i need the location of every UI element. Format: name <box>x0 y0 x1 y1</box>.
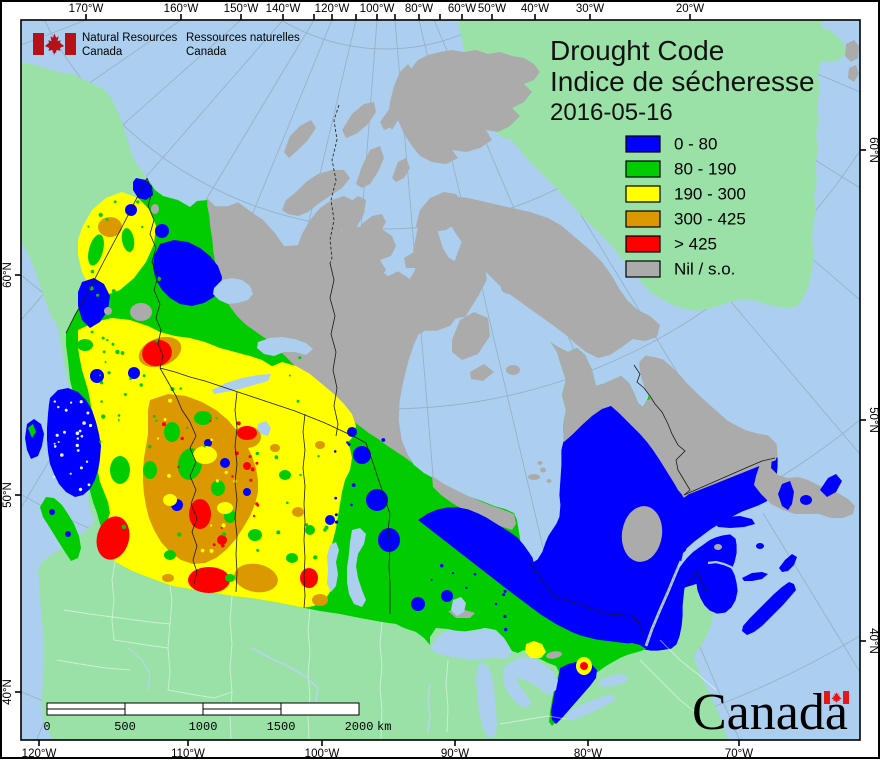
svg-text:> 425: > 425 <box>674 235 717 254</box>
svg-text:Natural Resources: Natural Resources <box>82 32 177 44</box>
svg-text:120°W: 120°W <box>315 3 350 15</box>
svg-text:70°W: 70°W <box>725 748 753 760</box>
svg-text:50°N: 50°N <box>867 407 879 433</box>
svg-text:60°W: 60°W <box>448 3 476 15</box>
svg-text:1500: 1500 <box>267 720 296 734</box>
svg-text:20°W: 20°W <box>676 3 704 15</box>
svg-text:Canada: Canada <box>692 684 848 741</box>
svg-text:60°N: 60°N <box>2 262 14 288</box>
svg-text:0: 0 <box>43 720 50 734</box>
svg-text:80°W: 80°W <box>574 748 602 760</box>
svg-text:140°W: 140°W <box>266 3 301 15</box>
svg-text:80 - 190: 80 - 190 <box>674 160 736 179</box>
svg-text:0 - 80: 0 - 80 <box>674 135 717 154</box>
svg-text:100°W: 100°W <box>360 3 395 15</box>
svg-text:40°N: 40°N <box>2 679 14 705</box>
svg-text:60°N: 60°N <box>867 137 879 163</box>
svg-text:Canada: Canada <box>82 46 123 58</box>
svg-text:110°W: 110°W <box>171 748 205 760</box>
svg-text:Indice de sécheresse: Indice de sécheresse <box>550 66 815 97</box>
svg-text:km: km <box>377 720 391 734</box>
svg-text:Nil / s.o.: Nil / s.o. <box>674 260 735 279</box>
svg-text:50°W: 50°W <box>478 3 506 15</box>
svg-text:Drought Code: Drought Code <box>550 35 724 66</box>
svg-text:50°N: 50°N <box>2 482 14 508</box>
svg-text:90°W: 90°W <box>441 748 469 760</box>
svg-text:160°W: 160°W <box>164 3 199 15</box>
svg-text:2016-05-16: 2016-05-16 <box>550 99 673 126</box>
svg-text:80°W: 80°W <box>405 3 433 15</box>
svg-text:40°W: 40°W <box>521 3 549 15</box>
svg-text:170°W: 170°W <box>69 3 104 15</box>
svg-text:40°N: 40°N <box>867 628 879 654</box>
svg-text:1000: 1000 <box>189 720 218 734</box>
svg-text:Ressources naturelles: Ressources naturelles <box>186 32 300 44</box>
svg-text:500: 500 <box>114 720 136 734</box>
svg-text:300 - 425: 300 - 425 <box>674 210 746 229</box>
svg-text:190 - 300: 190 - 300 <box>674 185 746 204</box>
svg-text:Canada: Canada <box>186 46 227 58</box>
svg-text:150°W: 150°W <box>224 3 259 15</box>
svg-text:100°W: 100°W <box>305 748 340 760</box>
svg-text:2000: 2000 <box>345 720 374 734</box>
svg-text:30°W: 30°W <box>576 3 604 15</box>
svg-text:120°W: 120°W <box>22 748 57 760</box>
